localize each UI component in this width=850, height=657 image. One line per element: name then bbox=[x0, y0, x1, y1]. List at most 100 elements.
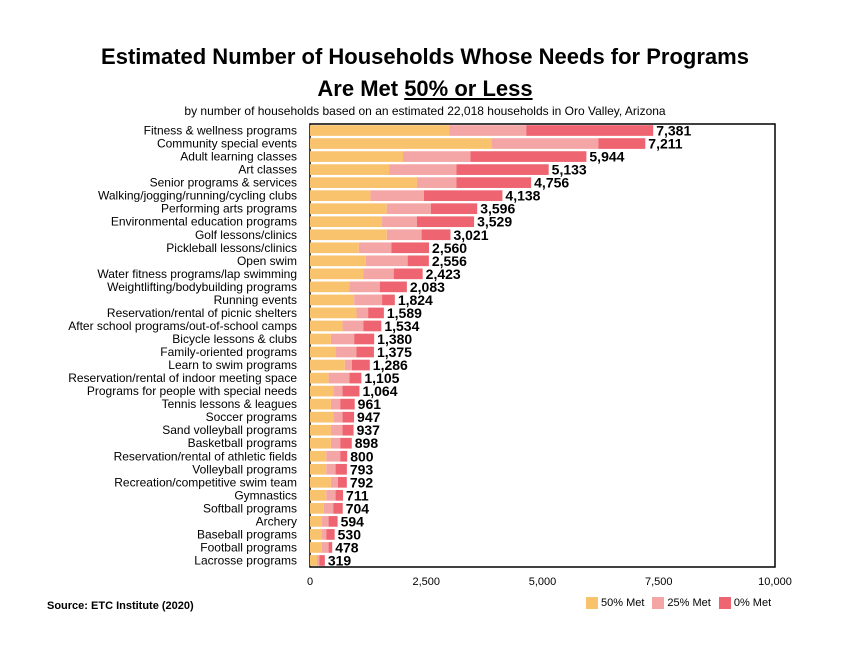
bar-segment bbox=[319, 555, 325, 566]
bar-segment bbox=[310, 476, 331, 488]
x-tick-label: 10,000 bbox=[758, 576, 792, 588]
bar-segment bbox=[310, 372, 329, 384]
bar-segment bbox=[382, 216, 417, 228]
bar-segment bbox=[326, 529, 335, 540]
bar-segment bbox=[340, 437, 352, 449]
bar-segment bbox=[382, 294, 395, 306]
bar-segment bbox=[316, 555, 320, 566]
bar-segment bbox=[363, 268, 394, 280]
total-value-label: 5,944 bbox=[589, 149, 624, 165]
bar-segment bbox=[333, 385, 343, 397]
bar-segment bbox=[330, 437, 341, 449]
total-value-label: 1,380 bbox=[377, 331, 412, 347]
category-label: Reservation/rental of picnic shelters bbox=[107, 306, 297, 320]
category-label: Environmental education programs bbox=[111, 215, 297, 229]
bar-segment bbox=[310, 424, 331, 436]
bar-segment bbox=[310, 333, 331, 345]
bar-segment bbox=[526, 125, 654, 136]
legend-label-25-met: 25% Met bbox=[667, 597, 711, 609]
bar-segment bbox=[393, 268, 423, 280]
bar-segment bbox=[421, 229, 451, 241]
bar-segment bbox=[310, 307, 357, 319]
legend-item-0-met: 0% Met bbox=[718, 597, 771, 609]
bar-segment bbox=[326, 463, 336, 475]
total-value-label: 711 bbox=[346, 487, 369, 503]
total-value-label: 4,138 bbox=[505, 188, 540, 204]
total-value-label: 2,556 bbox=[432, 253, 467, 269]
total-value-label: 792 bbox=[350, 474, 374, 490]
category-label: Open swim bbox=[237, 254, 297, 268]
total-value-label: 1,824 bbox=[398, 292, 433, 308]
bar-segment bbox=[326, 450, 341, 462]
bar-segment bbox=[354, 333, 375, 345]
bar-segment bbox=[328, 516, 338, 527]
category-label: Reservation/rental of athletic fields bbox=[114, 449, 297, 463]
bar-segment bbox=[354, 294, 383, 306]
bar-segment bbox=[310, 555, 317, 566]
total-value-label: 4,756 bbox=[534, 175, 569, 191]
total-value-label: 1,589 bbox=[387, 305, 422, 321]
bar-segment bbox=[389, 164, 457, 175]
category-label: Baseball programs bbox=[197, 527, 297, 541]
bar-segment bbox=[330, 476, 338, 488]
legend-label-50-met: 50% Met bbox=[601, 597, 645, 609]
legend-item-50-met: 50% Met bbox=[586, 597, 644, 609]
category-label: Weightlifting/bodybuilding programs bbox=[107, 280, 297, 294]
bar-segment bbox=[333, 503, 343, 514]
total-value-label: 2,560 bbox=[432, 240, 467, 256]
bar-segment bbox=[310, 542, 322, 553]
total-value-label: 478 bbox=[335, 539, 359, 555]
bar-segment bbox=[365, 255, 408, 267]
bar-segment bbox=[310, 125, 450, 136]
bar-segment bbox=[342, 385, 360, 397]
bar-segment bbox=[330, 398, 341, 410]
legend: 50% Met 25% Met 0% Met bbox=[586, 597, 779, 609]
category-label: Basketball programs bbox=[188, 436, 297, 450]
bar-segment bbox=[351, 359, 370, 371]
total-value-label: 594 bbox=[341, 513, 365, 529]
total-value-label: 1,064 bbox=[362, 383, 397, 399]
category-label: Soccer programs bbox=[206, 410, 297, 424]
category-label: Gymnastics bbox=[234, 488, 297, 502]
bar-segment bbox=[310, 138, 492, 149]
bar-segment bbox=[386, 229, 422, 241]
category-label: Sand volleyball programs bbox=[162, 423, 297, 437]
bar-segment bbox=[310, 437, 331, 449]
total-value-label: 1,105 bbox=[364, 370, 399, 386]
bar-segment bbox=[310, 151, 403, 162]
bar-segment bbox=[356, 307, 369, 319]
bar-segment bbox=[333, 411, 343, 423]
bar-segment bbox=[310, 294, 355, 306]
bar-segment bbox=[342, 411, 355, 423]
plot-frame bbox=[309, 123, 776, 568]
total-value-label: 1,375 bbox=[377, 344, 412, 360]
category-label: Pickleball lessons/clinics bbox=[166, 241, 297, 255]
x-tick-label: 2,500 bbox=[412, 576, 440, 588]
bar-segment bbox=[423, 190, 503, 202]
bar-segment bbox=[310, 359, 345, 371]
bar-segment bbox=[310, 216, 383, 228]
total-value-label: 530 bbox=[338, 526, 362, 542]
bar-segment bbox=[321, 529, 327, 540]
bar-segment bbox=[449, 125, 527, 136]
bar-segment bbox=[310, 229, 387, 241]
total-value-label: 5,133 bbox=[552, 162, 587, 178]
category-label: Walking/jogging/running/cycling clubs bbox=[98, 189, 297, 203]
category-label: Reservation/rental of indoor meeting spa… bbox=[68, 371, 297, 385]
total-value-label: 7,211 bbox=[648, 136, 682, 152]
bar-segment bbox=[349, 281, 380, 293]
bar-segment bbox=[407, 255, 429, 267]
total-value-label: 961 bbox=[358, 396, 382, 412]
category-label: Lacrosse programs bbox=[194, 553, 297, 567]
x-tick-label: 7,500 bbox=[645, 576, 673, 588]
category-label: Recreation/competitive swim team bbox=[114, 475, 297, 489]
bar-segment bbox=[344, 359, 352, 371]
total-value-label: 1,286 bbox=[373, 357, 408, 373]
bar-segment bbox=[337, 476, 347, 488]
category-label: Adult learning classes bbox=[180, 150, 297, 164]
bar-segment bbox=[340, 450, 348, 462]
total-value-label: 3,596 bbox=[480, 201, 515, 217]
bar-segment bbox=[391, 242, 430, 254]
bar-segment bbox=[335, 463, 347, 475]
